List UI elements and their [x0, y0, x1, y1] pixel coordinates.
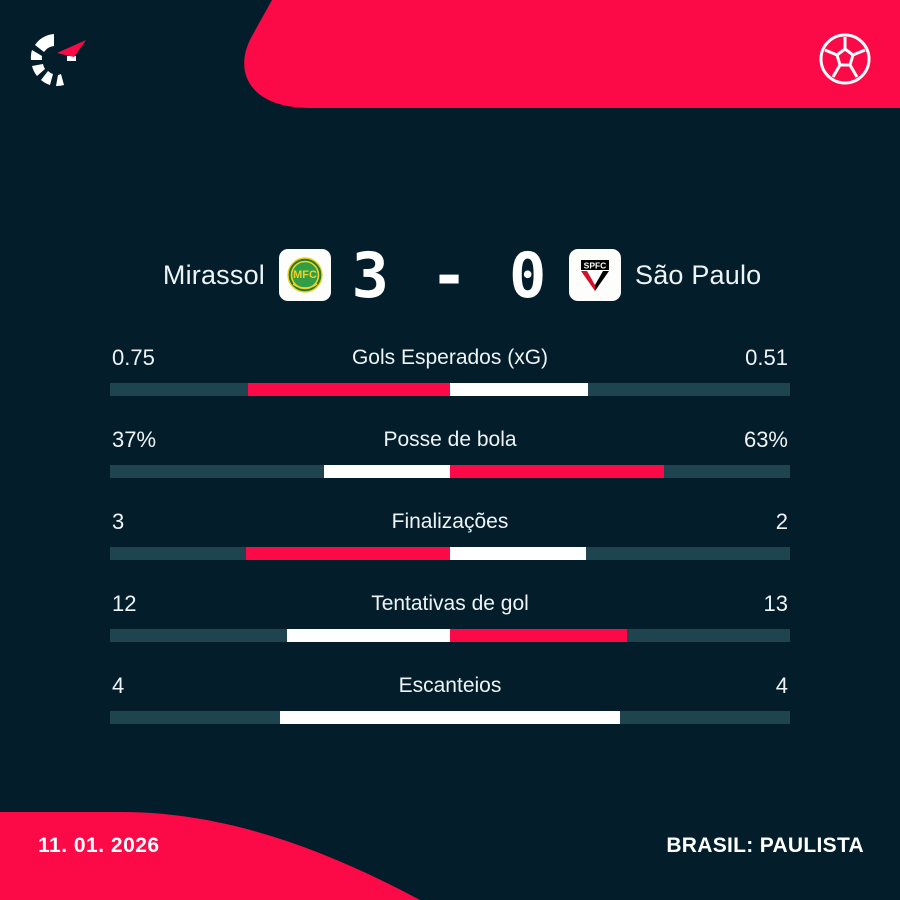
mirassol-crest: MFC — [279, 249, 331, 301]
mirassol-crest-art: MFC — [287, 257, 323, 293]
stat-bar-away — [450, 711, 620, 724]
stat-header: 12 Tentativas de gol 13 — [110, 590, 790, 618]
stat-bar-away — [450, 383, 588, 396]
footer-red-shape — [0, 790, 900, 900]
stats-list: 0.75 Gols Esperados (xG) 0.51 37% Posse … — [110, 344, 790, 754]
stat-bar-away — [450, 629, 627, 642]
stat-away-value: 0.51 — [745, 345, 788, 370]
stat-bar-home — [286, 629, 450, 642]
stat-bar-home — [246, 547, 450, 560]
stat-bar-home — [324, 465, 450, 478]
stat-label: Gols Esperados (xG) — [351, 346, 549, 369]
stat-away-value: 63% — [743, 427, 788, 452]
stat-bar-away — [450, 465, 665, 478]
stat-bar-track — [110, 383, 790, 396]
stat-home-value: 37% — [112, 427, 157, 452]
stat-row: 0.75 Gols Esperados (xG) 0.51 — [110, 344, 790, 396]
stat-bar-home — [247, 383, 450, 396]
away-team-name: São Paulo — [635, 259, 762, 290]
header — [0, 0, 900, 118]
stat-header: 3 Finalizações 2 — [110, 508, 790, 536]
stat-bar-away — [450, 547, 586, 560]
soccer-ball-icon — [819, 33, 871, 85]
stat-home-value: 0.75 — [112, 345, 155, 370]
stat-row: 3 Finalizações 2 — [110, 508, 790, 560]
stat-row: 12 Tentativas de gol 13 — [110, 590, 790, 642]
competition-name: BRASIL: PAULISTA — [666, 834, 864, 857]
stat-row: 37% Posse de bola 63% — [110, 426, 790, 478]
match-date: 11. 01. 2026 — [38, 834, 160, 857]
flashscore-logo-icon — [30, 34, 86, 87]
scoreboard: Mirassol MFC 3 - 0 SPFC São Paulo — [0, 232, 900, 318]
header-red-shape — [0, 0, 900, 118]
stat-label: Posse de bola — [383, 428, 517, 451]
stat-header: 37% Posse de bola 63% — [110, 426, 790, 454]
stat-home-value: 4 — [112, 673, 125, 698]
home-team-name: Mirassol — [162, 259, 265, 290]
stat-label: Tentativas de gol — [371, 592, 529, 615]
stat-home-value: 12 — [112, 591, 137, 616]
footer: 11. 01. 2026 BRASIL: PAULISTA — [0, 790, 900, 900]
stat-bar-track — [110, 629, 790, 642]
stat-bar-track — [110, 547, 790, 560]
stat-header: 4 Escanteios 4 — [110, 672, 790, 700]
svg-text:MFC: MFC — [293, 269, 317, 281]
svg-text:SPFC: SPFC — [584, 261, 607, 271]
stat-bar-home — [280, 711, 450, 724]
stat-away-value: 4 — [775, 673, 788, 698]
stat-away-value: 13 — [763, 591, 788, 616]
stat-row: 4 Escanteios 4 — [110, 672, 790, 724]
stat-away-value: 2 — [775, 509, 788, 534]
stat-label: Escanteios — [398, 674, 502, 697]
stat-label: Finalizações — [391, 510, 509, 533]
sao-paulo-crest-art: SPFC — [581, 260, 609, 291]
stat-home-value: 3 — [112, 509, 125, 534]
stat-bar-track — [110, 711, 790, 724]
stat-bar-track — [110, 465, 790, 478]
score-text: 3 - 0 — [351, 238, 549, 312]
stat-header: 0.75 Gols Esperados (xG) 0.51 — [110, 344, 790, 372]
sao-paulo-crest: SPFC — [569, 249, 621, 301]
